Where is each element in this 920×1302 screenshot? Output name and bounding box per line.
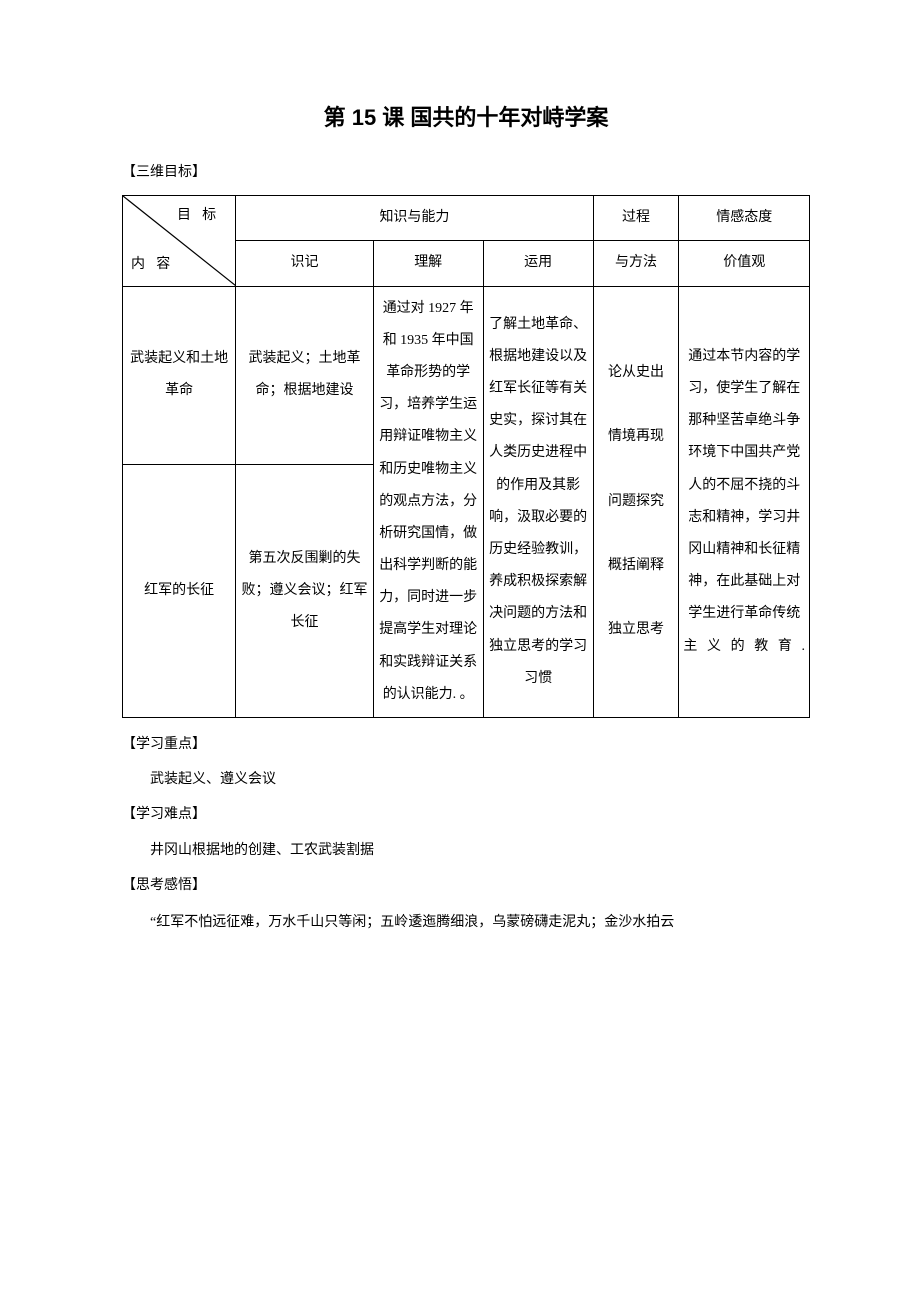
col-memorize: 识记 xyxy=(236,241,373,286)
table-row: 武装起义和土地革命 武装起义；土地革命；根据地建设 通过对 1927 年和 19… xyxy=(123,286,810,465)
col-values-bottom: 价值观 xyxy=(679,241,810,286)
difficulty-text: 井冈山根据地的创建、工农武装割据 xyxy=(122,838,810,863)
row1-topic: 武装起义和土地革命 xyxy=(123,286,236,465)
document-page: 第 15 课 国共的十年对峙学案 【三维目标】 目标 内容 知识与能力 过程 情… xyxy=(0,0,920,999)
row2-memorize: 第五次反围剿的失败；遵义会议；红军长征 xyxy=(236,465,373,718)
focus-label: 【学习重点】 xyxy=(122,732,810,757)
difficulty-label: 【学习难点】 xyxy=(122,802,810,827)
col-values-top: 情感态度 xyxy=(679,196,810,241)
row1-memorize: 武装起义；土地革命；根据地建设 xyxy=(236,286,373,465)
apply-cell: 了解土地革命、根据地建设以及红军长征等有关史实，探讨其在人类历史进程中的作用及其… xyxy=(483,286,593,717)
col-process-bottom: 与方法 xyxy=(593,241,679,286)
values-cell: 通过本节内容的学习，使学生了解在那种坚苦卓绝斗争环境下中国共产党人的不屈不挠的斗… xyxy=(679,286,810,717)
objectives-table: 目标 内容 知识与能力 过程 情感态度 识记 理解 运用 与方法 价值观 武装起… xyxy=(122,195,810,718)
page-title: 第 15 课 国共的十年对峙学案 xyxy=(122,100,810,132)
col-understand: 理解 xyxy=(373,241,483,286)
row2-topic: 红军的长征 xyxy=(123,465,236,718)
diag-bottom-label: 内容 xyxy=(131,249,181,281)
goals-label: 【三维目标】 xyxy=(122,160,810,185)
process-cell: 论从史出 情境再现 问题探究 概括阐释 独立思考 xyxy=(593,286,679,717)
diagonal-header-cell: 目标 内容 xyxy=(123,196,236,286)
focus-text: 武装起义、遵义会议 xyxy=(122,767,810,792)
col-apply: 运用 xyxy=(483,241,593,286)
col-knowledge: 知识与能力 xyxy=(236,196,593,241)
understand-cell: 通过对 1927 年和 1935 年中国革命形势的学习，培养学生运用辩证唯物主义… xyxy=(373,286,483,717)
col-process-top: 过程 xyxy=(593,196,679,241)
diag-top-label: 目标 xyxy=(177,200,227,232)
table-header-row: 目标 内容 知识与能力 过程 情感态度 xyxy=(123,196,810,241)
reflect-label: 【思考感悟】 xyxy=(122,873,810,898)
poem-text: “红军不怕远征难，万水千山只等闲；五岭逶迤腾细浪，乌蒙磅礴走泥丸；金沙水拍云 xyxy=(122,908,810,939)
